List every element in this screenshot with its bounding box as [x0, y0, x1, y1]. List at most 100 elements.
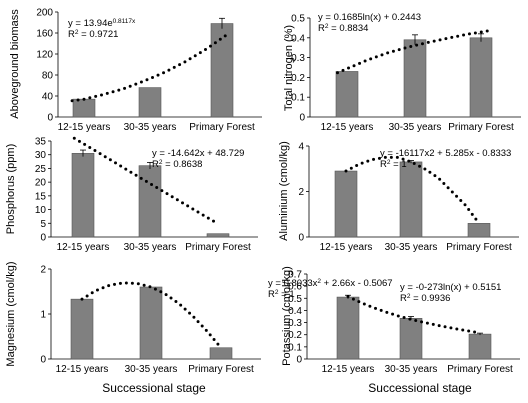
equation-label: y = 0.8033x2 + 2.66x - 0.5067 [268, 278, 393, 290]
y-tick-label: 0 [298, 233, 304, 244]
x-tick-label: 30-35 years [385, 364, 438, 375]
y-tick-label: 0 [40, 355, 46, 366]
y-axis-label: Magnesium (cmol/kg) [5, 261, 17, 366]
y-tick-label: 200 [36, 8, 53, 19]
y-tick-label: 0.4 [291, 33, 305, 44]
r-squared-label: R2 = 0.9936 [400, 293, 450, 305]
y-tick-label: 15 [35, 191, 47, 202]
y-tick-label: 40 [42, 92, 54, 103]
x-tick-label: 12-15 years [321, 122, 374, 133]
y-axis-label: Aluminium (cmol/kg) [278, 141, 290, 241]
y-axis-label: Phosphorus (ppm) [5, 144, 17, 235]
x-tick-label: Primary Forest [189, 122, 255, 133]
y-tick-label: 0.2 [291, 73, 305, 84]
y-tick-label: 0 [47, 113, 53, 124]
y-tick-label: 160 [36, 29, 53, 40]
x-tick-label: 30-35 years [389, 122, 442, 133]
chart-panel-1: 0 40 80 120 160 200 12-15 years 30-35 years Prim… [9, 8, 262, 133]
y-tick-label: 0.2 [288, 330, 302, 341]
x-tick-label: 12-15 years [322, 364, 375, 375]
y-tick-label: 25 [35, 164, 47, 175]
x-axis-title-right: Successional stage [368, 381, 472, 395]
x-tick-label: 12-15 years [57, 242, 110, 253]
x-tick-label: 30-35 years [385, 242, 438, 253]
y-tick-label: 0.3 [291, 53, 305, 64]
trendline [346, 295, 482, 335]
trendline [80, 281, 223, 350]
trendline [72, 136, 220, 226]
trendline [344, 155, 481, 225]
y-tick-label: 2 [298, 187, 304, 198]
bar [210, 23, 234, 118]
y-tick-label: 0 [296, 355, 302, 366]
r-squared-label: R2 = 0.8638 [152, 159, 202, 171]
bar [334, 170, 358, 238]
bar [468, 333, 492, 360]
chart-panel-5: 0 1 2 12-15 years 30-35 years Primary Forest M… [5, 261, 393, 375]
bar [335, 71, 359, 118]
r-squared-label: R2 = 0.9721 [68, 29, 118, 41]
bar [72, 98, 96, 118]
chart-panel-2: 0 0.1 0.2 0.3 0.4 0.5 12-15 years 30-35 years Pr… [283, 12, 521, 133]
y-axis-label: Potassium (cmol/kg) [281, 266, 293, 366]
y-tick-label: 0.1 [291, 93, 305, 104]
r-squared-label: R2 = 1 [380, 159, 407, 171]
x-tick-label: 30-35 years [124, 242, 177, 253]
y-tick-label: 0 [299, 113, 305, 124]
bar [399, 161, 423, 238]
x-tick-label: 30-35 years [124, 122, 177, 133]
x-tick-label: Primary Forest [185, 242, 251, 253]
x-tick-label: Primary Forest [446, 242, 512, 253]
equation-label: y = 0.1685ln(x) + 0.2443 [318, 12, 421, 23]
chart-panel-4: 0 2 4 12-15 years 30-35 years Primary Forest A… [278, 141, 519, 253]
y-tick-label: 30 [35, 150, 47, 161]
y-tick-label: 10 [35, 205, 47, 216]
trendline [70, 32, 230, 103]
bar [469, 37, 493, 118]
y-axis-label: Aboveground biomass [9, 9, 21, 119]
y-tick-label: 5 [40, 219, 46, 230]
y-tick-label: 0.6 [288, 282, 302, 293]
chart-panel-3: 0 5 10 15 20 25 30 35 12-15 years 30-35 years Prim… [5, 136, 258, 253]
y-tick-label: 0.5 [288, 294, 302, 305]
bar [467, 223, 491, 238]
equation-label: y = -16117x2 + 5.285x - 0.8333 [380, 148, 511, 159]
bar [138, 87, 162, 118]
bar [71, 153, 95, 238]
y-tick-label: 120 [36, 50, 53, 61]
x-tick-label: Primary Forest [447, 364, 513, 375]
bar [209, 347, 233, 360]
x-tick-label: 12-15 years [56, 364, 109, 375]
equation-label: y = -0-273ln(x) + 0.5151 [400, 282, 501, 293]
y-tick-label: 20 [35, 178, 47, 189]
equation-label: y = 13.94e0.8117x [68, 18, 136, 30]
bar [336, 296, 360, 360]
x-axis-title-left: Successional stage [102, 381, 206, 395]
y-tick-label: 0.1 [288, 342, 302, 353]
r-squared-label: R2 = 0.8834 [318, 23, 368, 35]
y-tick-label: 2 [40, 265, 46, 276]
y-tick-label: 0.4 [288, 306, 302, 317]
y-axis-label: Total nitrogen (%) [283, 25, 295, 111]
bar [138, 165, 162, 238]
equation-label: y = -14.642x + 48.729 [152, 148, 244, 159]
y-tick-label: 1 [40, 310, 46, 321]
bar [70, 298, 94, 360]
x-tick-label: 12-15 years [58, 122, 111, 133]
bar [139, 286, 163, 360]
y-tick-label: 0.7 [288, 270, 302, 281]
bar [403, 39, 427, 118]
x-tick-label: 30-35 years [125, 364, 178, 375]
y-tick-label: 0.5 [291, 14, 305, 25]
y-tick-label: 4 [298, 142, 304, 153]
x-tick-label: 12-15 years [320, 242, 373, 253]
y-tick-label: 0.3 [288, 318, 302, 329]
y-tick-label: 35 [35, 137, 47, 148]
y-tick-label: 0 [40, 233, 46, 244]
bar [206, 233, 230, 238]
trendline [336, 29, 491, 75]
chart-panel-6: 0 0.10.20.30.40.50.60.7 12-15 years 30-35 y… [281, 266, 520, 375]
bar [399, 318, 423, 360]
x-tick-label: Primary Forest [188, 364, 254, 375]
